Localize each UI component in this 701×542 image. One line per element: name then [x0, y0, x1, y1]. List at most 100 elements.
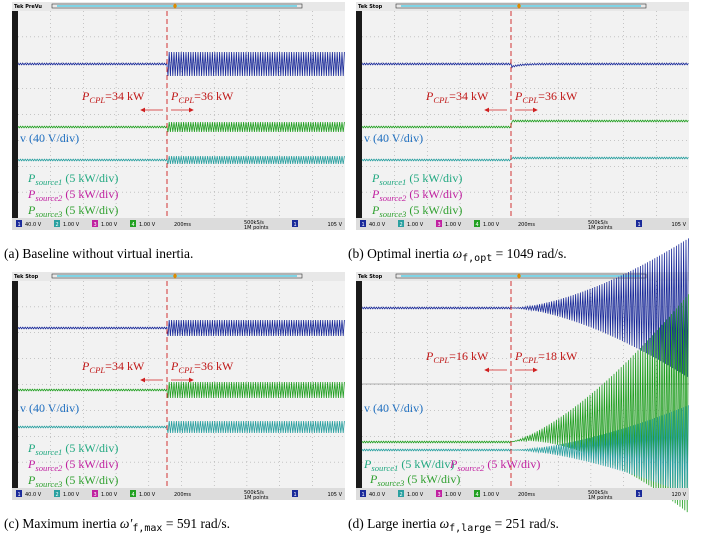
record-length: 1M points [588, 495, 613, 501]
text: (5 kW/div) [62, 203, 118, 217]
channel-number: 1 [362, 222, 365, 228]
text: =34 kW [449, 89, 489, 103]
channel-number: 4 [476, 492, 479, 498]
caption-symbol: ω [440, 516, 450, 531]
voltage-label: v (40 V/div) [364, 131, 423, 145]
voltage-label: v (40 V/div) [364, 401, 423, 415]
record-length: 1M points [244, 225, 269, 231]
text: (5 kW/div) [62, 171, 118, 185]
caption-text: = 1049 rad/s. [492, 246, 566, 261]
caption: (c) Maximum inertia ω′f,max = 591 rad/s. [4, 516, 230, 534]
channel-number: 1 [638, 492, 641, 498]
channel-number: 2 [400, 222, 403, 228]
text: (5 kW/div) [398, 457, 454, 471]
channel-number: 1 [18, 492, 21, 498]
channel-scale: 1.00 V [483, 222, 500, 228]
caption-symbol: ω′ [120, 516, 134, 531]
subscript: source2 [35, 193, 63, 203]
subscript: source1 [35, 447, 62, 457]
subscript: source3 [379, 209, 407, 219]
channel-number: 3 [438, 222, 441, 228]
channel-scale: 40.0 V [369, 492, 386, 498]
channel-scale: 1.00 V [101, 222, 118, 228]
subscript: CPL [433, 95, 449, 105]
text: =34 kW [105, 359, 145, 373]
channel-number: 2 [400, 492, 403, 498]
channel-number: 3 [94, 222, 97, 228]
voltage-label: v (40 V/div) [20, 131, 79, 145]
trigger-level: 105 V [671, 222, 686, 228]
text: (5 kW/div) [406, 203, 462, 217]
text: =34 kW [105, 89, 145, 103]
record-length: 1M points [244, 495, 269, 501]
timebase: 200ms [174, 222, 191, 228]
caption-text: = 591 rad/s. [162, 516, 230, 531]
trigger-level: 105 V [327, 492, 342, 498]
channel-number: 1 [18, 222, 21, 228]
channel-number: 4 [132, 492, 135, 498]
tek-status: Tek Stop [358, 274, 383, 280]
subscript: CPL [178, 365, 194, 375]
scope-panel: Tek PreVuPCPL=34 kWPCPL=36 kWv (40 V/div… [4, 2, 345, 261]
channel-scale: 1.00 V [445, 222, 462, 228]
channel-number: 3 [438, 492, 441, 498]
caption: (b) Optimal inertia ωf,opt = 1049 rad/s. [348, 246, 567, 264]
subscript: CPL [522, 95, 538, 105]
page: Tek PreVuPCPL=34 kWPCPL=36 kWv (40 V/div… [0, 0, 701, 542]
subscript: source3 [35, 209, 63, 219]
subscript: CPL [522, 355, 538, 365]
text: (5 kW/div) [62, 441, 118, 455]
channel-number: 1 [294, 222, 297, 228]
trigger-level: 105 V [327, 222, 342, 228]
channel-scale: 40.0 V [25, 222, 42, 228]
voltage-label: v (40 V/div) [20, 401, 79, 415]
channel-scale: 1.00 V [407, 492, 424, 498]
channel-number: 1 [294, 492, 297, 498]
caption-subscript: f,max [132, 523, 162, 534]
text: =16 kW [449, 349, 489, 363]
caption-text: (a) Baseline without virtual inertia. [4, 246, 193, 261]
subscript: source1 [379, 177, 406, 187]
channel-scale: 40.0 V [25, 492, 42, 498]
channel-scale: 1.00 V [139, 222, 156, 228]
caption-subscript: f,opt [462, 253, 492, 264]
subscript: source3 [377, 478, 405, 488]
figure: Tek PreVuPCPL=34 kWPCPL=36 kWv (40 V/div… [0, 0, 701, 542]
timebase: 200ms [174, 492, 191, 498]
tek-status: Tek Stop [14, 274, 39, 280]
tek-status: Tek Stop [358, 4, 383, 10]
text: (5 kW/div) [62, 457, 118, 471]
trigger-level: 120 V [671, 492, 686, 498]
text: =36 kW [194, 359, 234, 373]
channel-scale: 1.00 V [407, 222, 424, 228]
subscript: source3 [35, 479, 63, 489]
timebase: 200ms [518, 222, 535, 228]
scope-panel: Tek StopPCPL=34 kWPCPL=36 kWv (40 V/div)… [4, 272, 345, 534]
subscript: CPL [89, 365, 105, 375]
text: (5 kW/div) [404, 472, 460, 486]
text: =36 kW [538, 89, 578, 103]
tek-status: Tek PreVu [14, 4, 42, 10]
channel-number: 3 [94, 492, 97, 498]
scope-panel: Tek StopPCPL=34 kWPCPL=36 kWv (40 V/div)… [348, 2, 689, 264]
channel-number: 4 [476, 222, 479, 228]
text: (5 kW/div) [484, 457, 540, 471]
channel-scale: 1.00 V [483, 492, 500, 498]
timebase: 200ms [518, 492, 535, 498]
caption-text: (d) Large inertia [348, 516, 440, 531]
channel-scale: 1.00 V [101, 492, 118, 498]
text: (5 kW/div) [406, 187, 462, 201]
caption-text: (b) Optimal inertia [348, 246, 453, 261]
caption-text: = 251 rad/s. [491, 516, 559, 531]
caption-subscript: f,large [449, 523, 491, 534]
subscript: source1 [35, 177, 62, 187]
record-length: 1M points [588, 225, 613, 231]
caption: (a) Baseline without virtual inertia. [4, 246, 193, 261]
caption-symbol: ω [453, 246, 463, 261]
channel-number: 2 [56, 492, 59, 498]
channel-number: 1 [638, 222, 641, 228]
text: (5 kW/div) [62, 187, 118, 201]
text: =18 kW [538, 349, 578, 363]
channel-scale: 1.00 V [63, 492, 80, 498]
text: (5 kW/div) [406, 171, 462, 185]
